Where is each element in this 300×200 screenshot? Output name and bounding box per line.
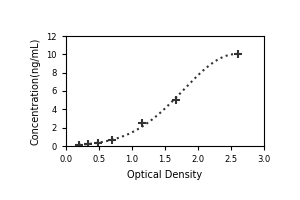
X-axis label: Optical Density: Optical Density	[128, 170, 202, 180]
Y-axis label: Concentration(ng/mL): Concentration(ng/mL)	[31, 37, 41, 145]
